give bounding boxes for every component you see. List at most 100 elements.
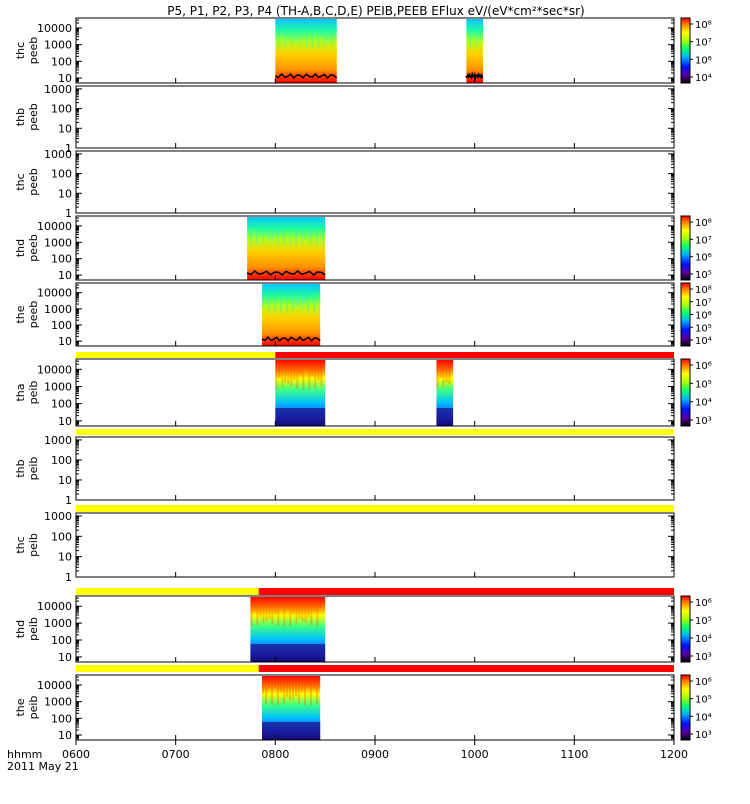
panel-instrument-label: peeb: [27, 168, 40, 196]
spectrogram-texture: [316, 676, 319, 705]
panel-thc-peeb: 10000 1000 100 10 thc peeb 10⁸ 10⁷ 10⁶ 10⁴: [14, 17, 712, 85]
spectrogram-texture: [271, 597, 274, 625]
panel-probe-label: thb: [14, 459, 27, 477]
spectrogram-texture: [281, 19, 284, 34]
spectrogram-texture: [277, 284, 280, 295]
spectrogram-texture: [302, 360, 305, 391]
panel-probe-label: thc: [14, 42, 27, 59]
y-tick-label: 100: [51, 530, 72, 543]
colorbar-tick-label: 10⁷: [695, 298, 712, 309]
time-axis-label: hhmm: [7, 748, 42, 761]
x-tick-label: 1000: [461, 748, 489, 761]
spectrogram-texture: [259, 217, 262, 234]
panel-frame: [75, 215, 675, 281]
panel-probe-label: the: [14, 698, 27, 716]
panel-thc-peeb: 1000 100 10 1 thc peeb: [14, 148, 675, 220]
spectrogram-texture: [472, 19, 475, 34]
spectrogram-texture: [314, 19, 317, 31]
spectrogram-texture: [250, 597, 253, 627]
spectrogram-texture: [280, 597, 283, 610]
spectrogram-texture: [286, 217, 289, 228]
x-tick-label: 1200: [660, 748, 688, 761]
spectrogram-texture: [289, 597, 292, 627]
spectrogram-texture: [305, 360, 308, 371]
spectrogram-texture: [292, 597, 295, 615]
colorbar-tick-label: 10³: [695, 652, 712, 663]
spectrogram-texture: [247, 217, 250, 230]
panel-instrument-label: peeb: [27, 301, 40, 329]
spectrogram-texture: [332, 19, 335, 44]
panel-thd-peeb: 10000 1000 100 10 thd peeb 10⁸ 10⁷ 10⁶ 10⁵: [14, 215, 712, 282]
spectrogram-texture: [319, 217, 322, 231]
spectrogram-texture: [436, 360, 439, 390]
mode-bar-segment: [76, 665, 259, 672]
spectrogram-texture: [296, 360, 299, 389]
spectrogram-texture: [295, 284, 298, 306]
spectrogram-texture: [289, 284, 292, 302]
spectrogram-texture: [265, 284, 268, 304]
y-tick-label: 1000: [44, 617, 72, 630]
spectrogram-texture: [277, 597, 280, 627]
colorbar-tick-label: 10⁵: [695, 695, 712, 706]
spacecraft-potential-line: [274, 72, 338, 80]
spectrogram-texture: [326, 19, 329, 41]
y-tick-label: 100: [51, 398, 72, 411]
panel-instrument-label: peeb: [27, 103, 40, 131]
spectrogram-texture: [283, 217, 286, 246]
spectrogram-texture: [302, 19, 305, 37]
colorbar-tick-label: 10⁵: [695, 379, 712, 390]
colorbar-tick-label: 10⁸: [695, 285, 712, 296]
y-tick-label: 1000: [44, 303, 72, 316]
spectrogram-texture: [301, 597, 304, 622]
colorbar-tick-label: 10⁴: [695, 336, 712, 347]
spectrogram-texture: [314, 360, 317, 389]
y-tick-label: 100: [51, 253, 72, 266]
x-tick-label: 1100: [560, 748, 588, 761]
spectrogram-texture: [284, 19, 287, 47]
spectrogram-texture: [313, 217, 316, 235]
spectrogram-texture: [316, 217, 319, 245]
panel-frame: [75, 17, 675, 84]
spectrogram-texture: [265, 676, 268, 705]
spectrogram-texture: [275, 19, 278, 29]
panel-thb-peib: 1000 100 10 1 thb peib: [14, 434, 675, 507]
spectrogram-texture: [296, 19, 299, 41]
y-tick-label: 1: [65, 142, 72, 155]
spectrogram-texture: [293, 19, 296, 43]
spectrogram-texture: [268, 217, 271, 241]
spectrogram-texture: [295, 217, 298, 245]
time-axis-date: 2011 May 21: [7, 760, 79, 773]
spectrogram-texture: [299, 19, 302, 46]
spectrogram-texture: [281, 360, 284, 388]
spectrogram-texture: [448, 360, 451, 384]
y-tick-label: 10: [58, 415, 72, 428]
spectrogram-texture: [301, 284, 304, 310]
colorbar-tick-label: 10⁴: [695, 73, 712, 84]
spectrogram-texture: [316, 284, 319, 295]
spectrogram-texture: [322, 217, 325, 246]
panel-frame: [75, 282, 675, 347]
spectrogram-texture: [289, 676, 292, 701]
spectrogram-texture: [278, 360, 281, 379]
y-tick-label: 10: [58, 72, 72, 85]
spectrogram-texture: [268, 597, 271, 619]
mode-bar-segment: [258, 665, 674, 672]
spectrogram-texture: [439, 360, 442, 379]
y-tick-label: 10: [58, 651, 72, 664]
spacecraft-potential-line: [465, 71, 484, 81]
spectrogram-texture: [283, 676, 286, 704]
panel-instrument-label: peeb: [27, 234, 40, 262]
panel-the-peib: 10000 1000 100 10 the peib 10⁶ 10⁵ 10⁴ 10³: [14, 674, 712, 742]
spectrogram-texture: [445, 360, 448, 383]
y-tick-label: 10000: [37, 287, 72, 300]
mode-bar-segment: [76, 429, 674, 435]
y-tick-label: 10000: [37, 600, 72, 613]
colorbar-tick-label: 10⁶: [695, 311, 712, 322]
colorbar-tick-label: 10⁴: [695, 712, 712, 723]
spectrogram-texture: [304, 284, 307, 303]
spectrogram-texture: [277, 217, 280, 245]
spectrogram-texture: [287, 19, 290, 39]
spectrogram-texture: [298, 597, 301, 619]
spectrogram-texture: [307, 217, 310, 239]
